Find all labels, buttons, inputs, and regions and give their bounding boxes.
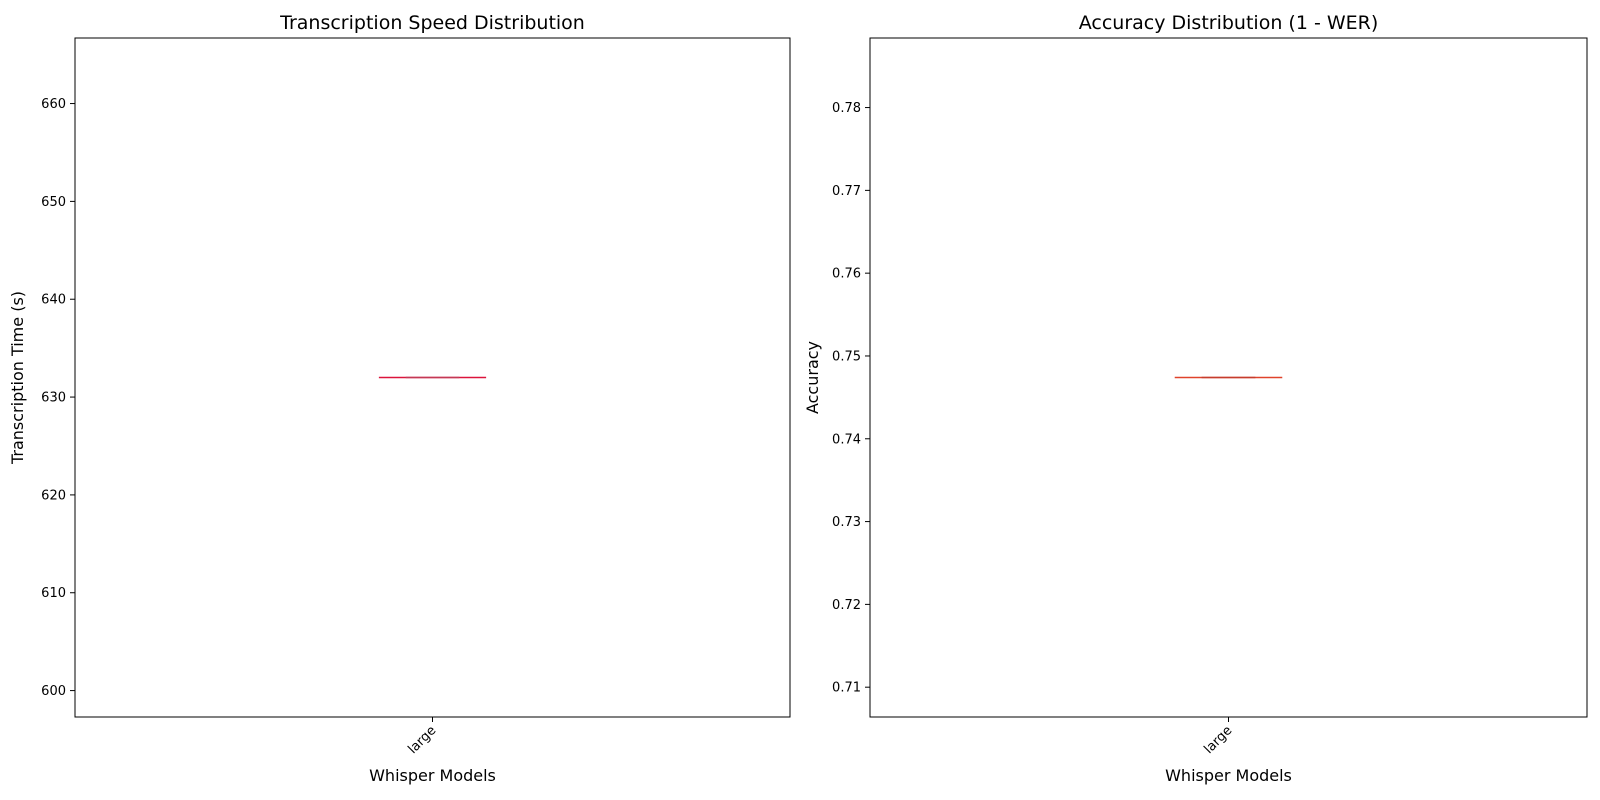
y-tick-label: 600 <box>41 684 66 699</box>
y-axis-label: Transcription Time (s) <box>8 291 27 465</box>
y-tick-label: 0.72 <box>832 598 861 613</box>
y-tick-label: 610 <box>41 586 66 601</box>
y-tick-label: 0.71 <box>832 681 861 696</box>
x-tick-label: large <box>1201 723 1235 757</box>
y-tick-label: 650 <box>41 195 66 210</box>
y-axis-label: Accuracy <box>803 341 822 414</box>
x-axis-label: Whisper Models <box>1165 766 1292 785</box>
y-tick-label: 0.76 <box>832 267 861 282</box>
y-tick-label: 620 <box>41 488 66 503</box>
subplot-1: Transcription Speed Distribution 600 610 62… <box>8 12 791 785</box>
chart-title: Accuracy Distribution (1 - WER) <box>1079 12 1379 34</box>
chart-title: Transcription Speed Distribution <box>279 12 585 34</box>
y-tick-label: 0.78 <box>832 101 861 116</box>
y-tick-label: 0.74 <box>832 432 861 447</box>
y-tick-label: 0.77 <box>832 184 861 199</box>
y-tick-label: 0.75 <box>832 349 861 364</box>
subplot-2: Accuracy Distribution (1 - WER) 0.71 0.72 0… <box>803 12 1588 785</box>
y-tick-label: 0.73 <box>832 515 861 530</box>
y-tick-label: 640 <box>41 293 66 308</box>
x-axis-label: Whisper Models <box>369 766 496 785</box>
y-tick-label: 660 <box>41 97 66 112</box>
y-tick-label: 630 <box>41 391 66 406</box>
x-tick-label: large <box>405 723 439 757</box>
